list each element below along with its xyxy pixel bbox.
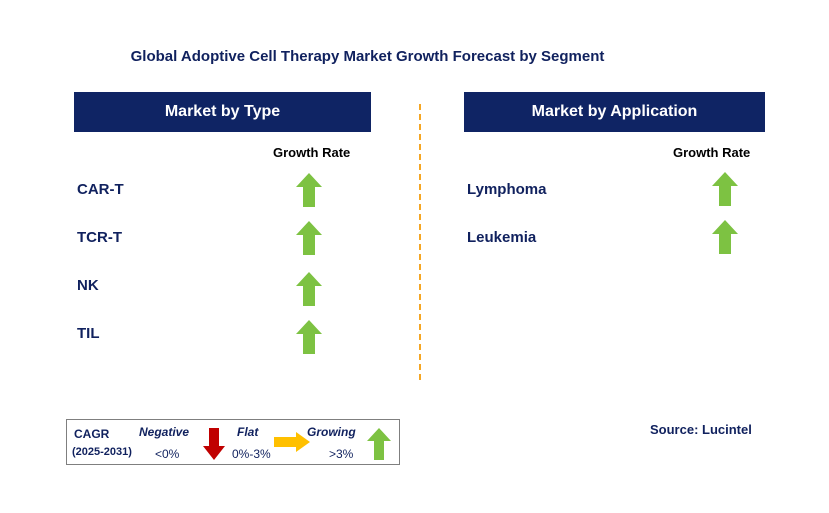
segment-label: CAR-T (77, 181, 124, 198)
legend-box: CAGR (2025-2031) Negative <0% Flat 0%-3%… (66, 419, 400, 465)
segment-label: Lymphoma (467, 181, 547, 198)
growth-rate-label-application: Growth Rate (673, 145, 751, 160)
legend-growing-range: >3% (329, 447, 354, 461)
legend-period: (2025-2031) (72, 446, 132, 458)
legend-growing-label: Growing (307, 425, 356, 439)
yellow-right-arrow-icon (274, 432, 310, 452)
segment-label: TCR-T (77, 229, 122, 246)
green-up-arrow-icon (367, 428, 391, 460)
growing-arrow-icon (296, 221, 322, 255)
panel-header-application: Market by Application (464, 92, 765, 132)
legend-flat-label: Flat (237, 425, 259, 439)
red-down-arrow-icon (203, 428, 225, 460)
growing-arrow-icon (712, 172, 738, 206)
segment-label: NK (77, 277, 99, 294)
panel-header-type: Market by Type (74, 92, 371, 132)
legend-negative-label: Negative (139, 425, 190, 439)
panel-divider (419, 104, 421, 380)
growing-arrow-icon (296, 272, 322, 306)
source-label: Source: Lucintel (650, 422, 752, 437)
chart-title: Global Adoptive Cell Therapy Market Grow… (130, 48, 605, 65)
segment-label: Leukemia (467, 229, 537, 246)
growing-arrow-icon (296, 320, 322, 354)
growing-arrow-icon (712, 220, 738, 254)
legend-flat-range: 0%-3% (232, 447, 271, 461)
growing-arrow-icon (296, 173, 322, 207)
legend-cagr-label: CAGR (74, 427, 110, 441)
growth-rate-label-type: Growth Rate (273, 145, 351, 160)
segment-label: TIL (77, 325, 100, 342)
legend-negative-range: <0% (155, 447, 180, 461)
